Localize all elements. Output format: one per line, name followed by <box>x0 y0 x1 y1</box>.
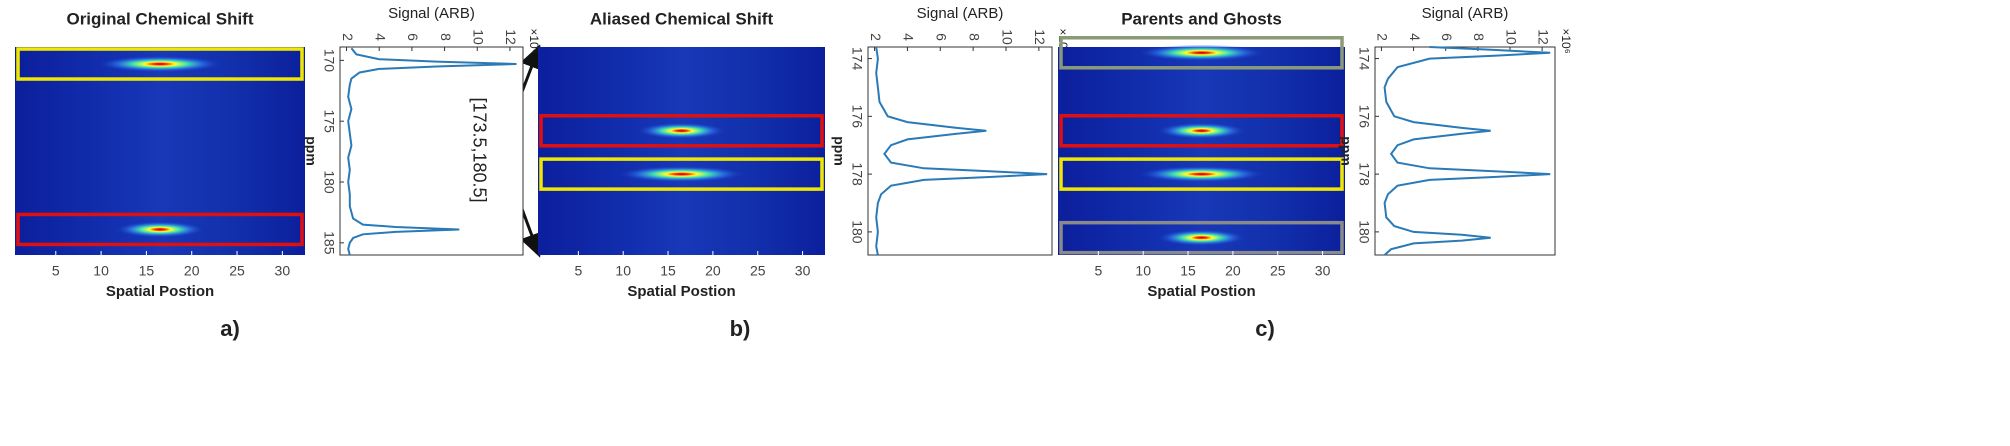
roi-box <box>16 47 304 81</box>
x-axis-label: Spatial Postion <box>1147 283 1255 300</box>
ppm-axis-label: ppm <box>303 136 319 166</box>
ppm-tick-label: 175 <box>321 110 337 134</box>
x-tick-label: 5 <box>52 263 60 279</box>
ppm-tick-label: 178 <box>1356 162 1372 186</box>
panel-label: c) <box>1255 316 1275 341</box>
x-axis-label: Spatial Postion <box>106 283 214 300</box>
ppm-tick-label: 180 <box>849 220 865 244</box>
signal-axis-label: Signal (ARB) <box>1422 5 1509 22</box>
ppm-tick-label: 185 <box>321 231 337 255</box>
signal-tick-label: 6 <box>405 33 421 41</box>
x-tick-label: 5 <box>1094 263 1102 279</box>
signal-tick-label: 6 <box>1439 33 1455 41</box>
plot-frame <box>867 46 1053 256</box>
ppm-tick-label: 180 <box>321 170 337 194</box>
roi-box <box>1059 220 1344 255</box>
ppm-tick-label: 176 <box>1356 105 1372 129</box>
roi-box <box>16 212 304 247</box>
x-tick-label: 15 <box>660 263 676 279</box>
signal-tick-label: 12 <box>1535 29 1551 45</box>
roi-box <box>1059 36 1344 70</box>
signal-tick-label: 8 <box>1471 33 1487 41</box>
signal-tick-label: 2 <box>1375 33 1391 41</box>
x-tick-label: 10 <box>615 263 631 279</box>
x-tick-label: 30 <box>275 263 291 279</box>
roi-box <box>1059 114 1344 148</box>
signal-axis-label: Signal (ARB) <box>388 5 475 22</box>
signal-tick-label: 4 <box>1407 33 1423 41</box>
x-tick-label: 25 <box>750 263 766 279</box>
x-tick-label: 10 <box>1135 263 1151 279</box>
spot <box>1139 166 1264 183</box>
signal-tick-label: 12 <box>1032 29 1048 45</box>
x-tick-label: 5 <box>574 263 582 279</box>
ppm-tick-label: 174 <box>1356 47 1372 71</box>
ppm-tick-label: 180 <box>1356 220 1372 244</box>
spot <box>1139 44 1264 61</box>
signal-tick-label: 4 <box>901 33 917 41</box>
signal-tick-label: 10 <box>1503 29 1519 45</box>
signal-tick-label: 10 <box>471 29 487 45</box>
x-axis-label: Spatial Postion <box>627 283 735 300</box>
spot <box>1157 229 1246 246</box>
x-tick-label: 25 <box>229 263 245 279</box>
exponent-label: ×10⁶ <box>527 28 541 53</box>
ppm-tick-label: 174 <box>849 47 865 71</box>
spot <box>637 122 726 139</box>
ppm-axis-label: ppm <box>1338 136 1354 166</box>
plot-frame <box>339 46 524 256</box>
panel-label: b) <box>730 316 751 341</box>
roi-box <box>1059 157 1344 191</box>
signal-tick-label: 8 <box>966 33 982 41</box>
chart-title: Original Chemical Shift <box>66 9 253 28</box>
x-tick-label: 15 <box>1180 263 1196 279</box>
signal-tick-label: 2 <box>340 33 356 41</box>
roi-box <box>539 157 824 191</box>
x-tick-label: 30 <box>1315 263 1331 279</box>
ppm-axis-label: ppm <box>831 136 847 166</box>
exponent-label: ×10⁶ <box>1559 28 1573 53</box>
x-tick-label: 20 <box>184 263 200 279</box>
panel-label: a) <box>220 316 240 341</box>
ppm-tick-label: 178 <box>849 162 865 186</box>
x-tick-label: 10 <box>93 263 109 279</box>
roi-box <box>539 114 824 148</box>
signal-tick-label: 4 <box>373 33 389 41</box>
signal-tick-label: 6 <box>934 33 950 41</box>
x-tick-label: 25 <box>1270 263 1286 279</box>
plot-frame <box>1374 46 1556 256</box>
heatmap-background <box>538 47 825 255</box>
spot <box>115 221 205 238</box>
chart-title: Aliased Chemical Shift <box>590 9 774 28</box>
spot <box>619 166 744 183</box>
heatmap-background <box>15 47 305 255</box>
x-tick-label: 15 <box>139 263 155 279</box>
spectrum-line <box>1383 46 1551 256</box>
signal-tick-label: 8 <box>438 33 454 41</box>
spot <box>98 56 222 73</box>
chart-title: Parents and Ghosts <box>1121 9 1282 28</box>
spectrum-line <box>347 47 517 256</box>
signal-tick-label: 12 <box>503 29 519 45</box>
signal-tick-label: 2 <box>868 33 884 41</box>
x-tick-label: 20 <box>705 263 721 279</box>
x-tick-label: 20 <box>1225 263 1241 279</box>
ppm-tick-label: 170 <box>321 49 337 73</box>
spot <box>1157 122 1246 139</box>
spectrum-line <box>875 46 1048 256</box>
signal-tick-label: 10 <box>999 29 1015 45</box>
x-tick-label: 30 <box>795 263 811 279</box>
heatmap-background <box>1058 47 1345 255</box>
signal-axis-label: Signal (ARB) <box>917 5 1004 22</box>
alias-range-label: [173.5,180.5] <box>469 97 489 202</box>
ppm-tick-label: 176 <box>849 105 865 129</box>
